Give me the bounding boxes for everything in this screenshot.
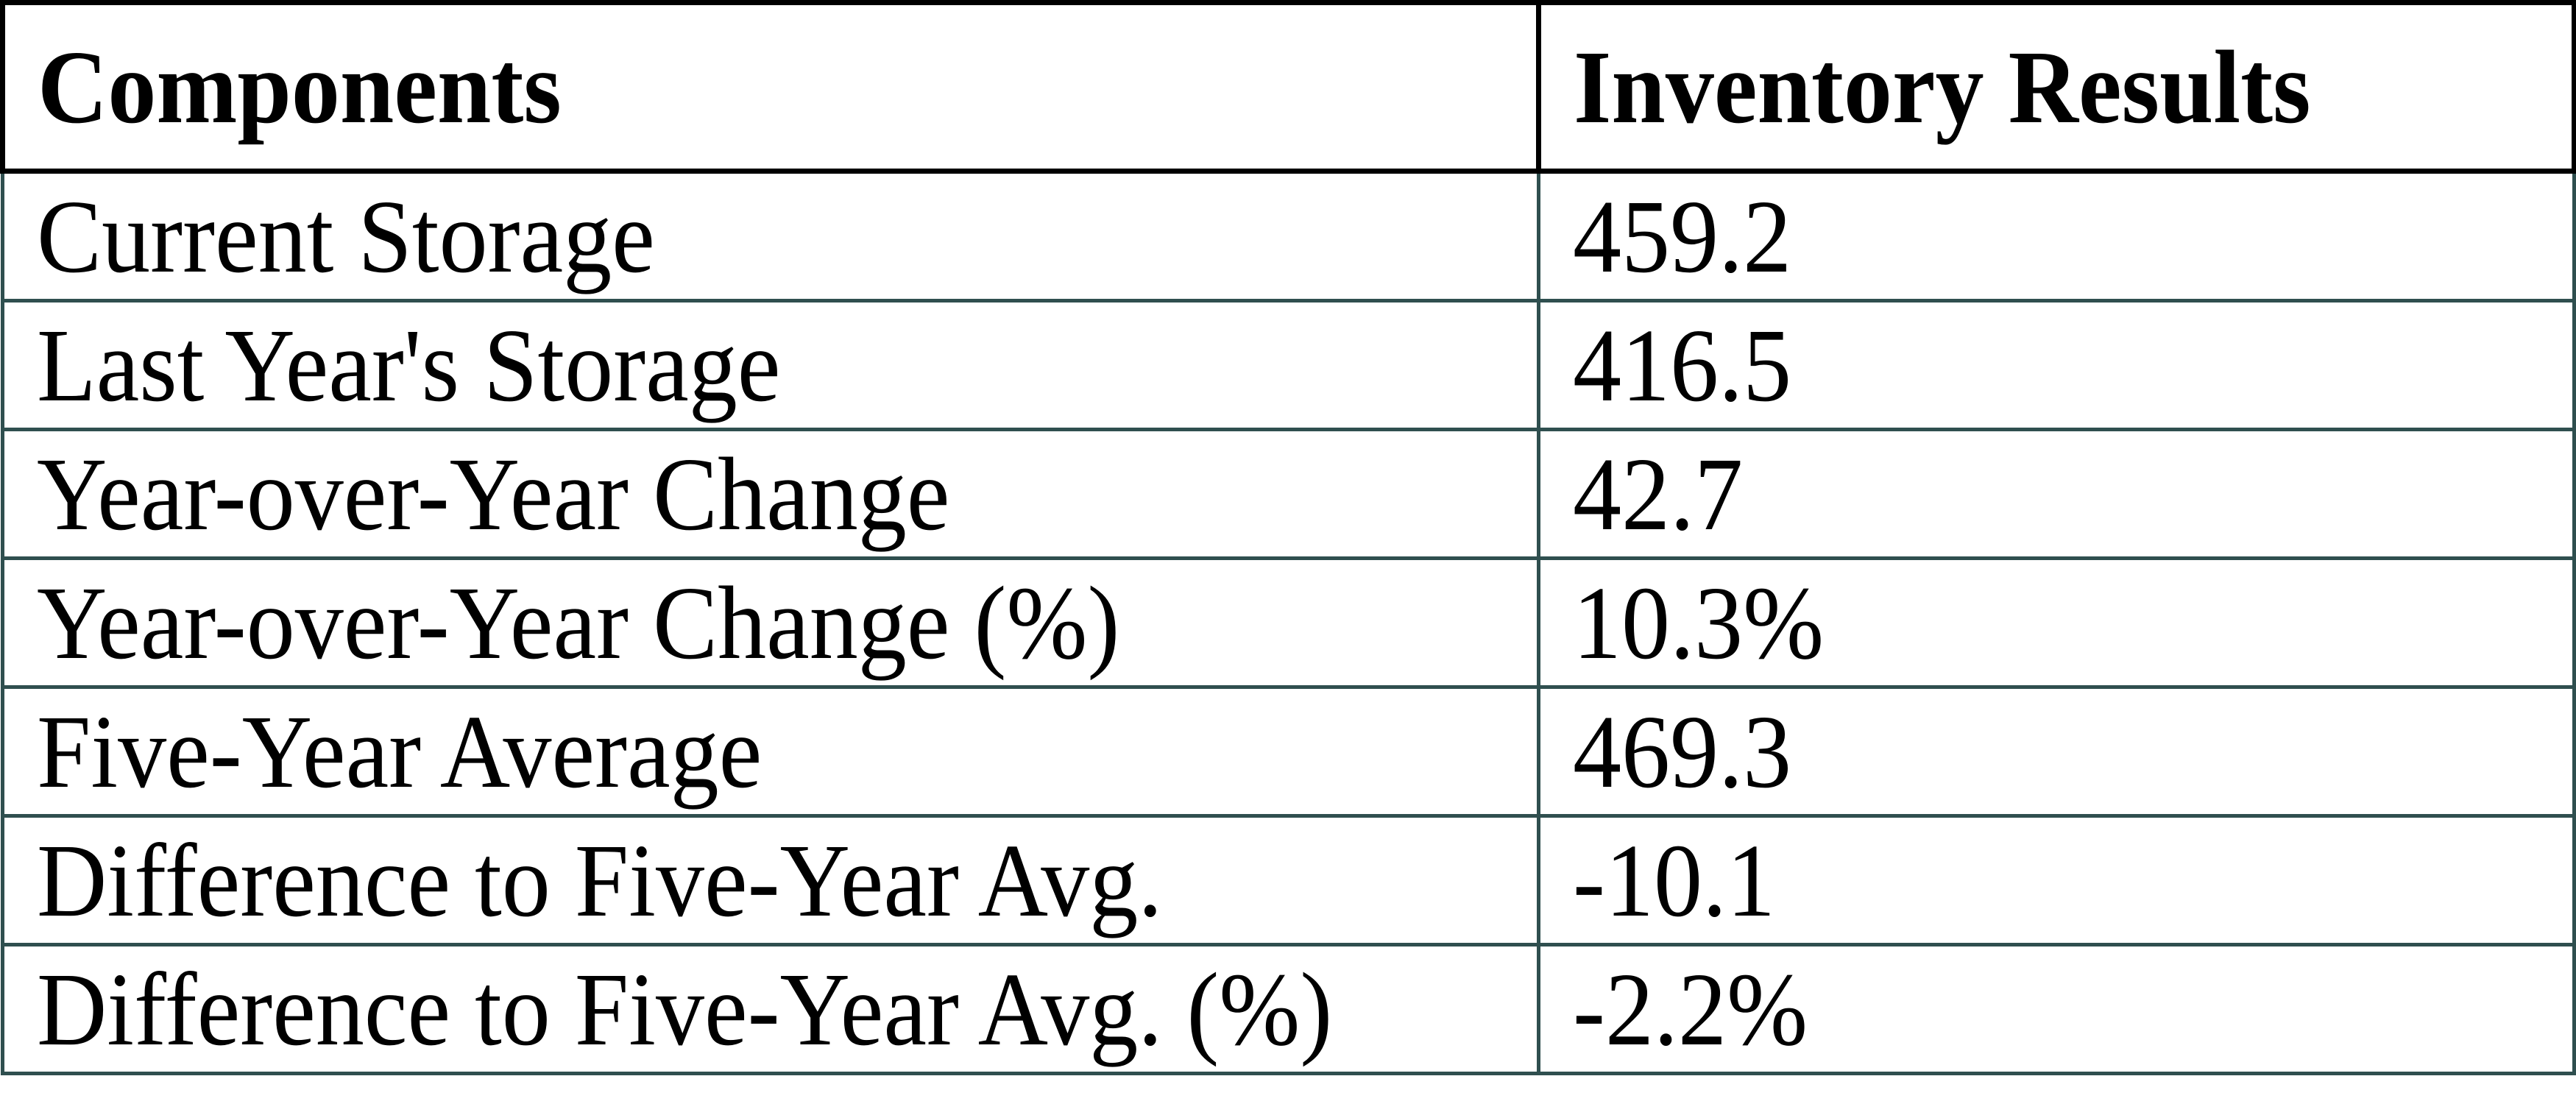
table-row: Difference to Five-Year Avg. (%) -2.2% bbox=[1, 943, 2576, 1075]
column-header-components: Components bbox=[0, 0, 1541, 174]
row-label-cell: Last Year's Storage bbox=[1, 299, 1540, 431]
column-header-components-label: Components bbox=[38, 29, 562, 145]
row-label-text: Last Year's Storage bbox=[37, 307, 781, 423]
inventory-table: Components Inventory Results Current Sto… bbox=[0, 0, 2576, 1075]
row-label-text: Difference to Five-Year Avg. (%) bbox=[37, 951, 1333, 1067]
row-value-cell: 10.3% bbox=[1537, 556, 2576, 689]
row-label-text: Year-over-Year Change (%) bbox=[37, 565, 1120, 681]
row-value-cell: 459.2 bbox=[1537, 169, 2576, 302]
row-label-cell: Year-over-Year Change bbox=[1, 428, 1540, 560]
column-header-inventory-results: Inventory Results bbox=[1536, 0, 2576, 174]
row-label-text: Current Storage bbox=[37, 178, 655, 294]
table-row: Difference to Five-Year Avg. -10.1 bbox=[1, 814, 2576, 946]
row-label-cell: Year-over-Year Change (%) bbox=[1, 556, 1540, 689]
row-label-text: Year-over-Year Change bbox=[37, 436, 950, 552]
table-row: Year-over-Year Change 42.7 bbox=[1, 428, 2576, 560]
row-label-cell: Difference to Five-Year Avg. (%) bbox=[1, 943, 1540, 1075]
row-label-cell: Current Storage bbox=[1, 169, 1540, 302]
row-value-text: 469.3 bbox=[1573, 693, 1792, 810]
row-value-text: 416.5 bbox=[1573, 307, 1792, 423]
row-label-text: Difference to Five-Year Avg. bbox=[37, 822, 1163, 938]
row-label-cell: Five-Year Average bbox=[1, 685, 1540, 818]
row-value-cell: 42.7 bbox=[1537, 428, 2576, 560]
row-value-text: -10.1 bbox=[1573, 822, 1776, 938]
row-label-cell: Difference to Five-Year Avg. bbox=[1, 814, 1540, 946]
header-row: Components Inventory Results bbox=[0, 0, 2576, 174]
row-value-text: -2.2% bbox=[1573, 951, 1808, 1067]
row-value-cell: 416.5 bbox=[1537, 299, 2576, 431]
row-value-cell: -10.1 bbox=[1537, 814, 2576, 946]
column-header-inventory-results-label: Inventory Results bbox=[1574, 29, 2311, 145]
row-value-cell: -2.2% bbox=[1537, 943, 2576, 1075]
table-row: Five-Year Average 469.3 bbox=[1, 685, 2576, 818]
table-row: Year-over-Year Change (%) 10.3% bbox=[1, 556, 2576, 689]
row-value-text: 10.3% bbox=[1573, 565, 1825, 681]
row-value-text: 42.7 bbox=[1573, 436, 1744, 552]
table-row: Last Year's Storage 416.5 bbox=[1, 299, 2576, 431]
row-label-text: Five-Year Average bbox=[37, 693, 762, 810]
row-value-text: 459.2 bbox=[1573, 178, 1792, 294]
row-value-cell: 469.3 bbox=[1537, 685, 2576, 818]
table-row: Current Storage 459.2 bbox=[1, 169, 2576, 302]
